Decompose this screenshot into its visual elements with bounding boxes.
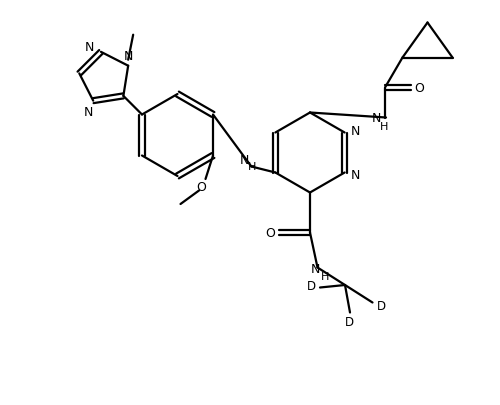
Text: N: N [311,262,320,275]
Text: D: D [377,299,386,312]
Text: N: N [372,112,380,125]
Text: O: O [265,226,275,239]
Text: O: O [414,82,424,95]
Text: H: H [380,122,388,132]
Text: N: N [240,153,249,166]
Text: N: N [84,105,93,118]
Text: H: H [248,162,256,172]
Text: N: N [351,125,360,138]
Text: N: N [124,50,133,63]
Text: N: N [351,168,360,181]
Text: H: H [322,271,330,281]
Text: N: N [85,41,94,54]
Text: D: D [344,315,354,328]
Text: D: D [306,279,316,292]
Text: O: O [196,181,206,194]
